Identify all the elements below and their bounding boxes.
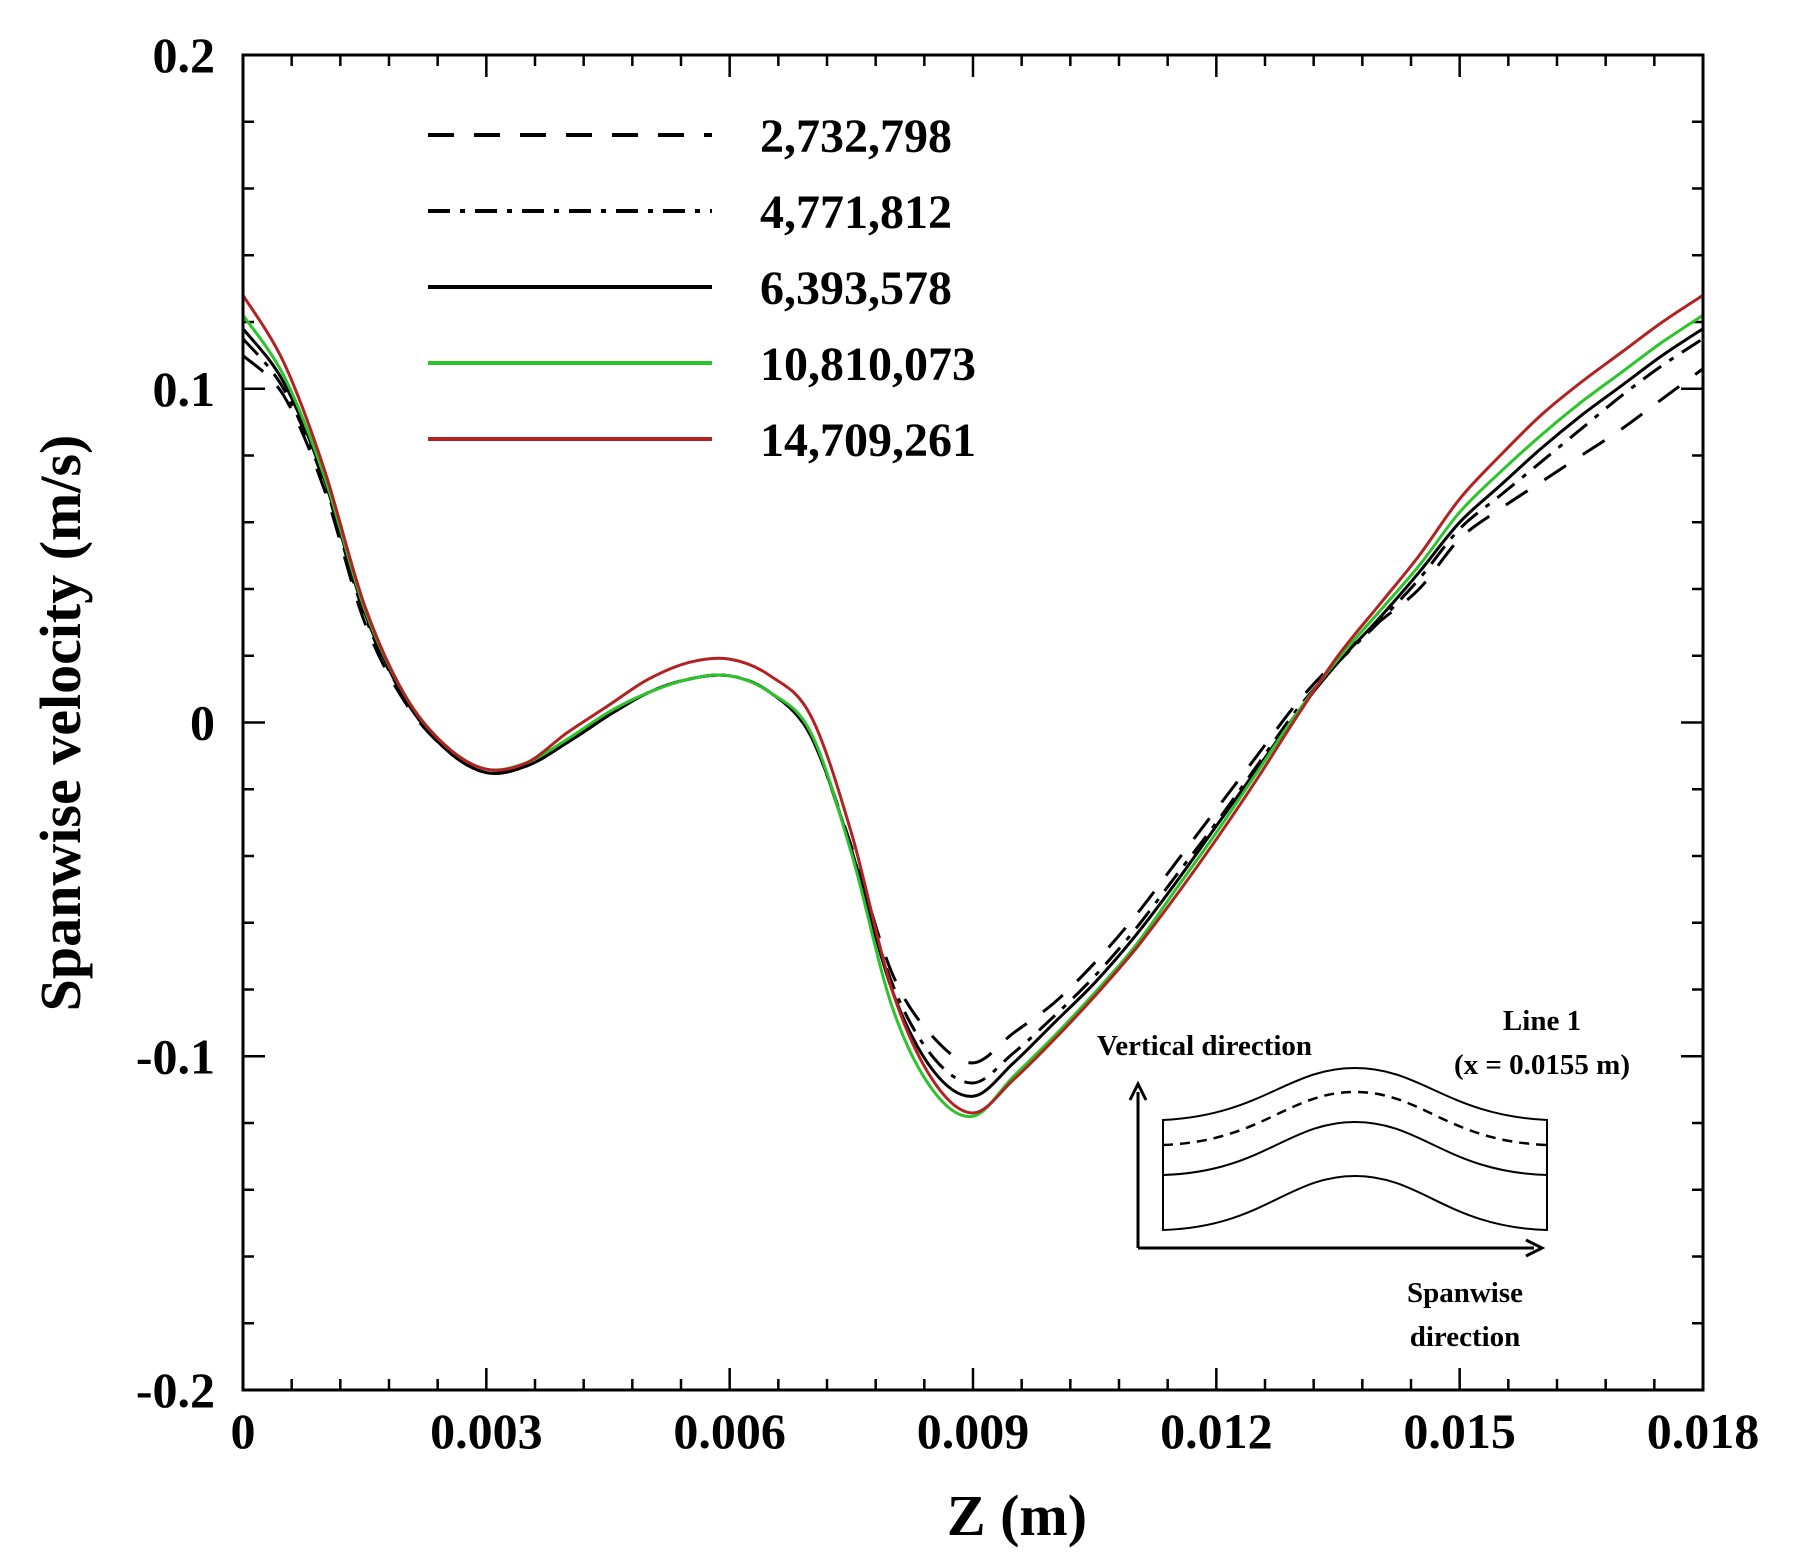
legend-label-2: 4,771,812 <box>760 186 952 239</box>
y-tick-label: 0.2 <box>153 27 216 83</box>
inset-vertical-arrowhead <box>1128 1080 1148 1101</box>
inset-vertical-label: Vertical direction <box>1097 1030 1312 1062</box>
inset-horizontal-label-1: Spanwise <box>1407 1277 1523 1309</box>
inset-middle-line <box>1162 1120 1548 1176</box>
x-tick-label: 0.009 <box>917 1403 1030 1459</box>
x-tick-label: 0.015 <box>1403 1403 1516 1459</box>
plot-frame <box>241 53 1705 1392</box>
series-line-3 <box>241 327 1704 1098</box>
labels-group: 0 0.003 0.006 0.009 0.012 0.015 0.018 -0.2 -0.1 0… <box>136 27 1759 1459</box>
y-axis-title: Spanwise velocity (m/s) <box>28 435 93 1012</box>
x-axis-title: Z (m) <box>947 1483 1087 1548</box>
y-tick-label: 0.1 <box>153 361 216 417</box>
legend-label-5: 14,709,261 <box>760 414 976 467</box>
legend-label-1: 2,732,798 <box>760 110 952 163</box>
y-tick-label: -0.2 <box>136 1362 215 1418</box>
inset-horizontal-label-2: direction <box>1410 1321 1521 1353</box>
legend-group: 2,732,798 4,771,812 6,393,578 10,810,073 14,… <box>428 110 976 467</box>
legend-label-4: 10,810,073 <box>760 338 976 391</box>
series-group <box>241 294 1704 1119</box>
inset-line1-dashed <box>1162 1090 1548 1147</box>
inset-line-position: (x = 0.0155 m) <box>1454 1049 1630 1081</box>
inset-horizontal-arrowhead <box>1525 1238 1546 1258</box>
x-tick-label: 0.003 <box>430 1403 543 1459</box>
inset-line-title: Line 1 <box>1503 1005 1581 1037</box>
series-line-5 <box>241 294 1704 1115</box>
inset-channel-outline <box>1162 1066 1548 1232</box>
legend-label-3: 6,393,578 <box>760 262 952 315</box>
x-tick-label: 0.012 <box>1160 1403 1273 1459</box>
x-tick-label: 0 <box>231 1403 256 1459</box>
x-tick-label: 0.006 <box>673 1403 786 1459</box>
ticks-group <box>241 53 1705 1392</box>
y-tick-label: 0 <box>190 695 215 751</box>
x-tick-label: 0.018 <box>1647 1403 1760 1459</box>
inset-diagram: Vertical direction Line 1 (x = 0.0155 m)… <box>1097 1005 1630 1353</box>
y-tick-label: -0.1 <box>136 1028 215 1084</box>
